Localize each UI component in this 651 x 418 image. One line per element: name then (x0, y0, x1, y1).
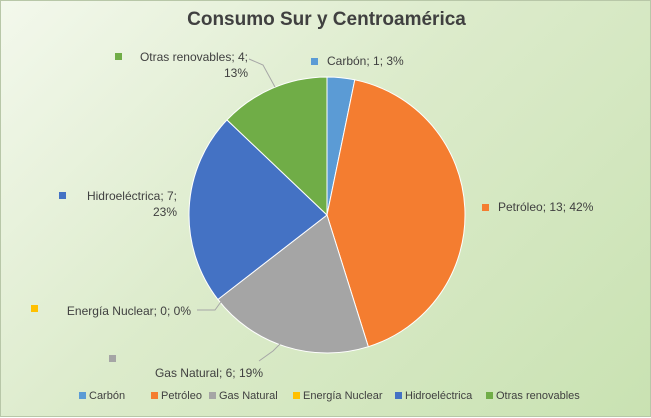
data-label-gas-natural: Gas Natural; 6; 19% (155, 366, 263, 380)
data-label-energia-nuclear: Energía Nuclear; 0; 0% (67, 304, 191, 318)
data-label-petroleo: Petróleo; 13; 42% (498, 200, 594, 214)
label-marker-carbon (311, 58, 318, 65)
label-marker-hidroelectrica (59, 192, 66, 199)
leader-lines (197, 58, 282, 362)
chart-title: Consumo Sur y Centroamérica (187, 9, 466, 30)
label-marker-energia-nuclear (31, 305, 38, 312)
slice-petroleo (326, 79, 466, 348)
legend-label-energia-nuclear: Energía Nuclear (303, 390, 383, 402)
label-marker-gas-natural (109, 355, 116, 362)
legend-swatch-carbon (79, 392, 86, 399)
leader-line-otras-renovables (248, 58, 276, 88)
legend-label-gas-natural: Gas Natural (219, 390, 278, 402)
data-label-otras-renovables: Otras renovables; 4; 13% (140, 50, 248, 80)
legend-label-otras-renovables: Otras renovables (496, 390, 580, 402)
legend-swatch-hidroelectrica (395, 392, 402, 399)
slice-hidroelectrica (188, 119, 328, 301)
leader-line-gas-natural (258, 342, 282, 362)
legend-label-petroleo: Petróleo (161, 390, 202, 402)
data-label-carbon: Carbón; 1; 3% (327, 54, 404, 68)
data-labels: Carbón; 1; 3% Petróleo; 13; 42% Gas Natura… (31, 50, 594, 380)
legend-label-carbon: Carbón (89, 390, 125, 402)
legend-label-hidroelectrica: Hidroeléctrica (405, 390, 473, 402)
legend-swatch-petroleo (151, 392, 158, 399)
legend: Carbón Petróleo Gas Natural Energía Nuclear… (79, 390, 580, 402)
legend-swatch-energia-nuclear (293, 392, 300, 399)
label-marker-petroleo (482, 204, 489, 211)
legend-swatch-otras-renovables (486, 392, 493, 399)
leader-line-energia-nuclear (197, 298, 224, 311)
legend-swatch-gas-natural (209, 392, 216, 399)
slice-otras-renovables (226, 76, 328, 217)
label-marker-otras-renovables (115, 53, 122, 60)
data-label-hidroelectrica: Hidroeléctrica; 7; 23% (87, 189, 177, 219)
pie-slices (188, 76, 466, 354)
slice-gas-natural (217, 214, 369, 354)
